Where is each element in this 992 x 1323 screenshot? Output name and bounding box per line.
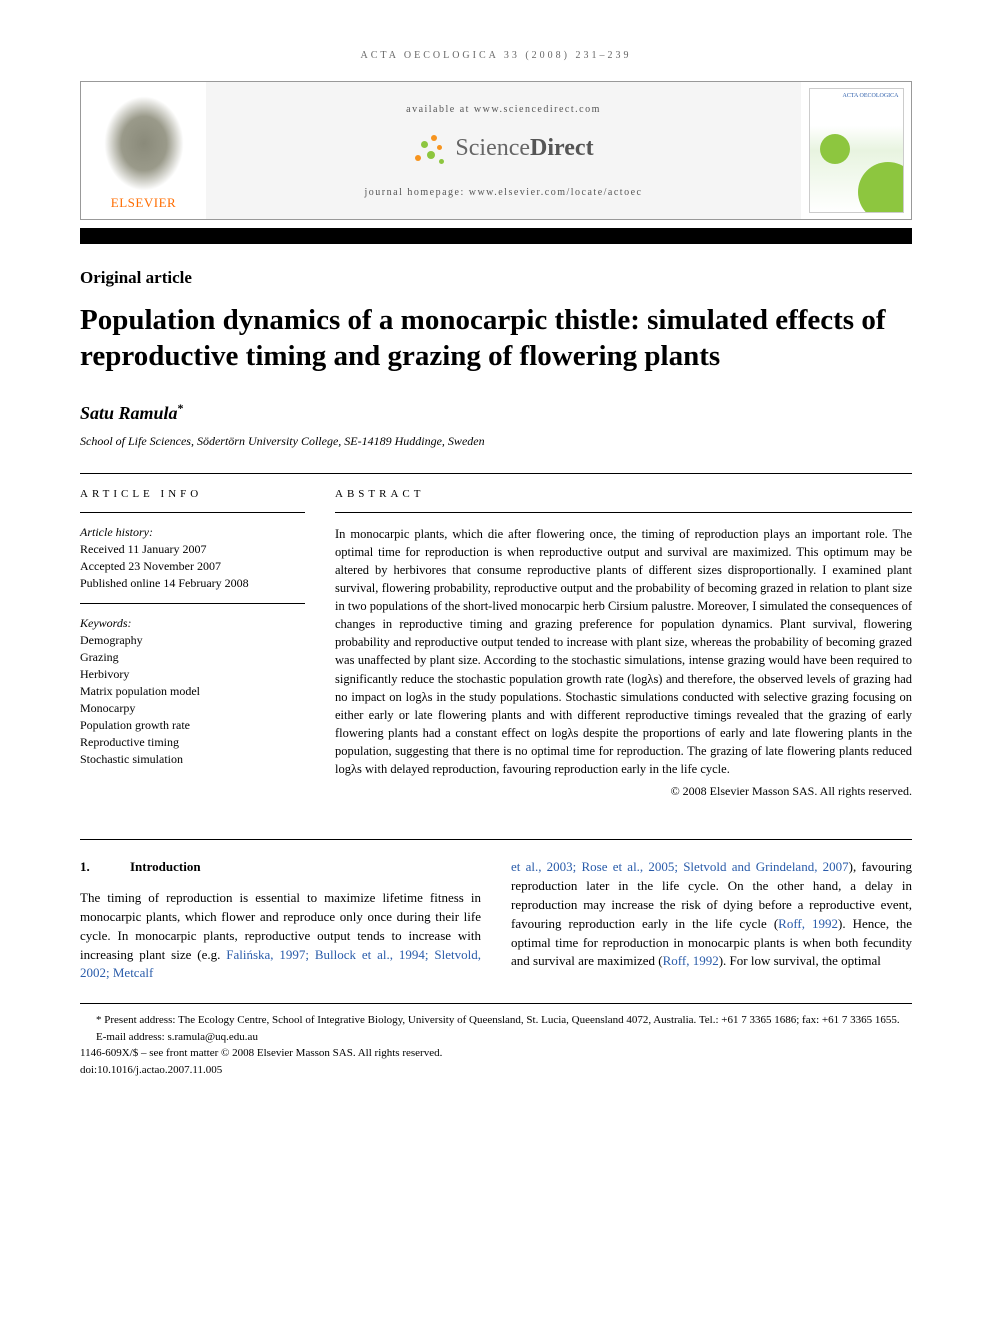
info-abstract-row: ARTICLE INFO Article history: Received 1…: [80, 473, 912, 800]
intro-text-4: ). For low survival, the optimal: [719, 953, 881, 968]
keyword: Matrix population model: [80, 684, 305, 699]
article-info-heading: ARTICLE INFO: [80, 488, 305, 513]
citation-link[interactable]: Roff, 1992: [778, 916, 838, 931]
intro-para-right: et al., 2003; Rose et al., 2005; Sletvol…: [511, 858, 912, 971]
masthead: ELSEVIER available at www.sciencedirect.…: [80, 81, 912, 220]
info-divider: [80, 603, 305, 604]
body-left-column: 1.Introduction The timing of reproductio…: [80, 858, 481, 983]
cover-title: ACTA OECOLOGICA: [842, 93, 898, 100]
sciencedirect-dots-icon: [413, 131, 449, 167]
author-text: Satu Ramula: [80, 403, 178, 423]
abstract-heading: ABSTRACT: [335, 488, 912, 513]
article-info-column: ARTICLE INFO Article history: Received 1…: [80, 488, 305, 800]
sciencedirect-text: ScienceDirect: [455, 135, 593, 162]
article-title: Population dynamics of a monocarpic this…: [80, 302, 912, 375]
section-title: Introduction: [130, 859, 201, 874]
publisher-logo-block: ELSEVIER: [81, 82, 206, 219]
affiliation: School of Life Sciences, Södertörn Unive…: [80, 434, 912, 449]
footnote-issn: 1146-609X/$ – see front matter © 2008 El…: [80, 1045, 912, 1062]
history-published: Published online 14 February 2008: [80, 576, 305, 591]
elsevier-tree-icon: [104, 96, 184, 191]
intro-para-left: The timing of reproduction is essential …: [80, 889, 481, 983]
body-right-column: et al., 2003; Rose et al., 2005; Sletvol…: [511, 858, 912, 983]
sciencedirect-logo: ScienceDirect: [413, 131, 593, 167]
article-type: Original article: [80, 268, 912, 288]
running-head: ACTA OECOLOGICA 33 (2008) 231–239: [80, 50, 912, 61]
sd-light: Science: [455, 135, 530, 161]
footnote-doi: doi:10.1016/j.actao.2007.11.005: [80, 1062, 912, 1079]
keyword: Population growth rate: [80, 718, 305, 733]
history-received: Received 11 January 2007: [80, 542, 305, 557]
keywords-label: Keywords:: [80, 616, 305, 631]
footnotes: * Present address: The Ecology Centre, S…: [80, 1003, 912, 1078]
history-accepted: Accepted 23 November 2007: [80, 559, 305, 574]
keyword: Demography: [80, 633, 305, 648]
footnote-email: E-mail address: s.ramula@uq.edu.au: [80, 1029, 912, 1046]
masthead-center: available at www.sciencedirect.com Scien…: [206, 82, 801, 219]
keyword: Reproductive timing: [80, 735, 305, 750]
body-columns: 1.Introduction The timing of reproductio…: [80, 839, 912, 983]
journal-homepage-text: journal homepage: www.elsevier.com/locat…: [365, 187, 643, 198]
citation-link[interactable]: Roff, 1992: [663, 953, 719, 968]
journal-cover-thumbnail: ACTA OECOLOGICA: [809, 88, 904, 213]
sd-bold: Direct: [530, 135, 594, 161]
masthead-right: ACTA OECOLOGICA: [801, 82, 911, 219]
elsevier-label: ELSEVIER: [111, 195, 176, 211]
keyword: Monocarpy: [80, 701, 305, 716]
keyword: Herbivory: [80, 667, 305, 682]
abstract-copyright: © 2008 Elsevier Masson SAS. All rights r…: [335, 784, 912, 799]
keyword: Grazing: [80, 650, 305, 665]
footnote-present-address: * Present address: The Ecology Centre, S…: [80, 1012, 912, 1029]
section-number: 1.: [80, 858, 130, 877]
citation-link[interactable]: et al., 2003; Rose et al., 2005; Sletvol…: [511, 859, 849, 874]
keyword: Stochastic simulation: [80, 752, 305, 767]
author-footnote-mark: *: [178, 401, 184, 415]
abstract-text: In monocarpic plants, which die after fl…: [335, 525, 912, 779]
available-at-text: available at www.sciencedirect.com: [406, 104, 601, 115]
abstract-column: ABSTRACT In monocarpic plants, which die…: [335, 488, 912, 800]
section-1-heading: 1.Introduction: [80, 858, 481, 877]
divider-bar: [80, 228, 912, 244]
history-label: Article history:: [80, 525, 305, 540]
author-name: Satu Ramula*: [80, 401, 912, 424]
